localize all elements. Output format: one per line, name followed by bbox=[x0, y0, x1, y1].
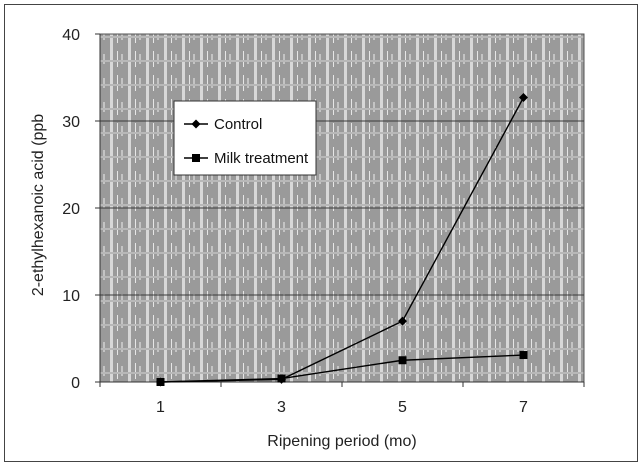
data-point bbox=[519, 93, 528, 103]
data-point bbox=[277, 374, 286, 383]
legend-label: Control bbox=[214, 116, 262, 133]
y-tick-label: 10 bbox=[62, 288, 80, 305]
data-point bbox=[398, 356, 407, 365]
series-milk-treatment bbox=[156, 351, 528, 386]
x-tick-label: 5 bbox=[398, 399, 407, 416]
data-point bbox=[398, 316, 407, 326]
legend-item: Milk treatment bbox=[184, 150, 309, 167]
y-tick-labels: 0 10 20 30 40 bbox=[62, 27, 100, 392]
y-tick-label: 30 bbox=[62, 114, 80, 131]
series-line bbox=[160, 354, 524, 383]
legend-marker bbox=[192, 154, 200, 162]
y-tick-label: 40 bbox=[62, 27, 80, 44]
legend-marker bbox=[191, 119, 201, 129]
x-tick-label: 3 bbox=[277, 399, 286, 416]
legend-label: Milk treatment bbox=[214, 150, 309, 167]
legend-item: Control bbox=[184, 116, 262, 133]
legend-box bbox=[173, 100, 317, 176]
legend: Control Milk treatment bbox=[173, 100, 317, 176]
x-tick-labels: 1 3 5 7 bbox=[99, 382, 585, 416]
data-point bbox=[156, 378, 165, 386]
y-axis-label: 2-ethylhexanoic acid (ppb bbox=[30, 114, 47, 296]
x-tick-label: 7 bbox=[519, 399, 528, 416]
x-axis-label: Ripening period (mo) bbox=[267, 433, 416, 450]
data-point bbox=[519, 351, 528, 360]
series-layer bbox=[156, 93, 528, 387]
y-tick-label: 0 bbox=[71, 375, 80, 392]
y-tick-label: 20 bbox=[62, 201, 80, 218]
x-tick-label: 1 bbox=[156, 399, 165, 416]
